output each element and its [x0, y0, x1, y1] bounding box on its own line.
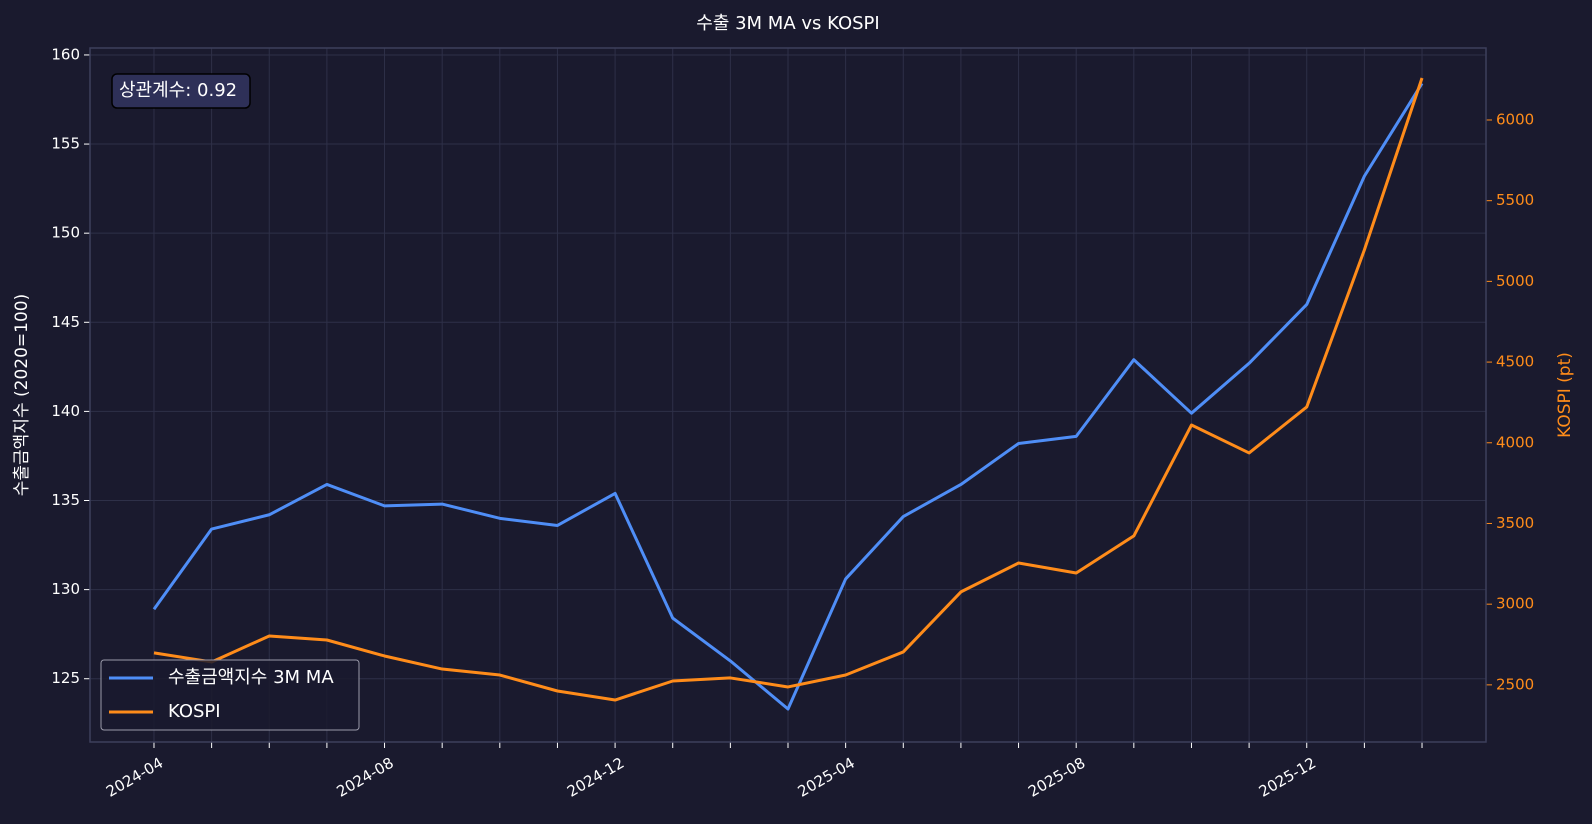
y-tick-label: 155 [51, 135, 80, 153]
y-tick-label: 125 [51, 669, 80, 687]
series-line [152, 82, 1424, 711]
y2-tick-label: 3500 [1496, 514, 1534, 532]
legend-label: 수출금액지수 3M MA [168, 667, 334, 688]
y2-tick-label: 5500 [1496, 191, 1534, 209]
legend-label: KOSPI [168, 701, 221, 722]
legend-box [100, 659, 360, 731]
y-tick-label: 140 [51, 402, 80, 420]
chart-title: 수출 3M MA vs KOSPI [696, 13, 879, 34]
y2-tick-label: 2500 [1496, 675, 1534, 693]
annotation: 상관계수: 0.92 [119, 80, 237, 101]
y2-tick-label: 4500 [1496, 353, 1534, 371]
y-tick-label: 150 [51, 224, 80, 242]
annotation-box [111, 73, 251, 109]
y2-tick-label: 6000 [1496, 110, 1534, 128]
y2-axis-label: KOSPI (pt) [1555, 352, 1575, 438]
y-tick-label: 145 [51, 313, 80, 331]
y2-tick-label: 5000 [1496, 272, 1534, 290]
y2-tick-label: 4000 [1496, 433, 1534, 451]
y-axis-label: 수출금액지수 (2020=100) [12, 294, 32, 496]
y2-tick-label: 3000 [1496, 595, 1534, 613]
y-tick-label: 160 [51, 45, 80, 63]
series-line [153, 77, 1424, 702]
plot-frame [89, 47, 1487, 743]
y-tick-label: 135 [51, 491, 80, 509]
y-tick-label: 130 [51, 580, 80, 598]
